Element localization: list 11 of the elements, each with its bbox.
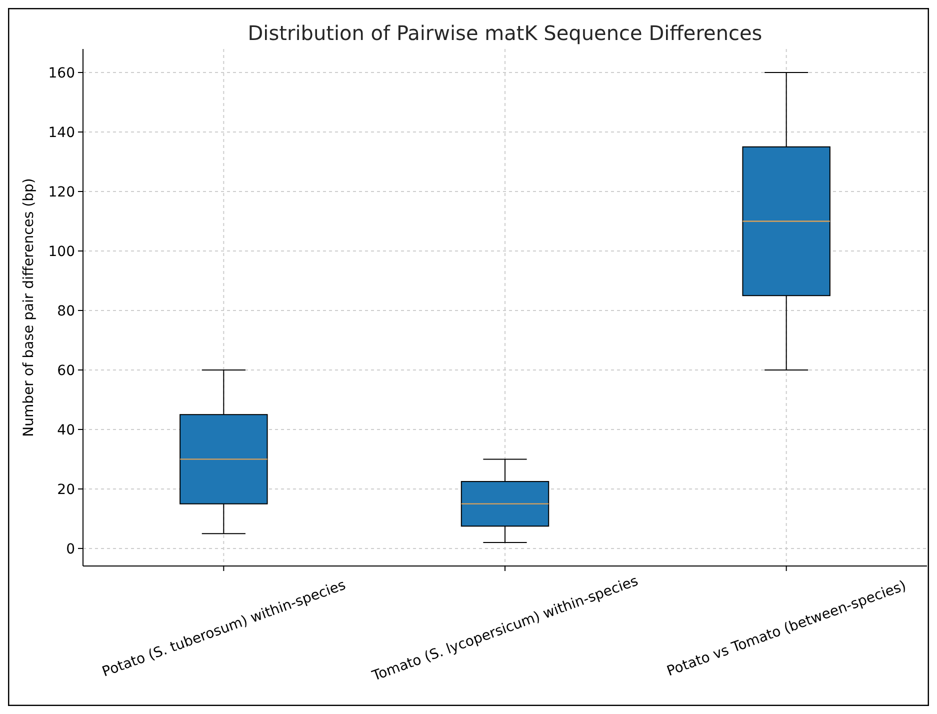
y-tick-label: 140 <box>48 124 75 141</box>
y-tick-label: 40 <box>57 422 75 438</box>
y-tick-label: 60 <box>57 362 75 379</box>
y-tick-label: 160 <box>48 65 75 82</box>
chart-title: Distribution of Pairwise matK Sequence Differences <box>248 21 762 45</box>
y-tick-label: 100 <box>48 244 75 260</box>
y-axis-title: Number of base pair differences (bp) <box>21 178 37 437</box>
y-tick-label: 120 <box>48 184 75 200</box>
y-tick-label: 20 <box>57 482 75 498</box>
y-tick-label: 0 <box>66 541 75 558</box>
y-tick-label: 80 <box>57 303 75 320</box>
